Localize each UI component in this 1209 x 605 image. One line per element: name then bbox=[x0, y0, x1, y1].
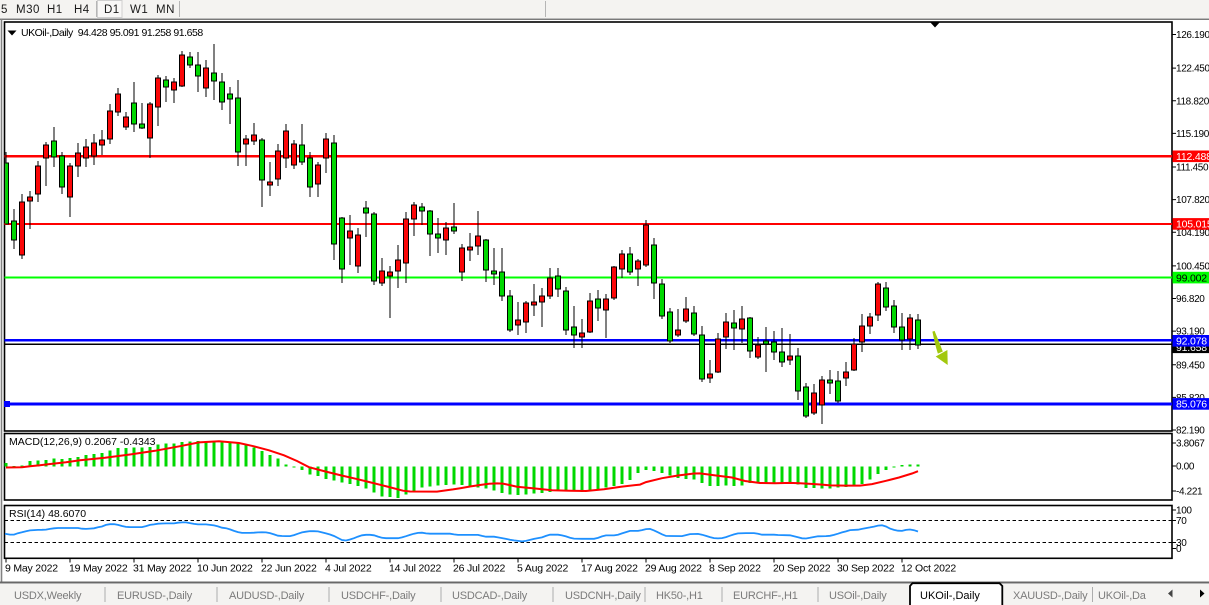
svg-text:20 Sep 2022: 20 Sep 2022 bbox=[773, 563, 831, 575]
svg-text:USDCAD-,Daily: USDCAD-,Daily bbox=[452, 590, 528, 602]
svg-text:W1: W1 bbox=[130, 4, 148, 16]
svg-text:12 Oct 2022: 12 Oct 2022 bbox=[901, 563, 956, 575]
svg-text:82.190: 82.190 bbox=[1176, 426, 1205, 437]
svg-text:M30: M30 bbox=[16, 4, 40, 16]
svg-text:30: 30 bbox=[1176, 538, 1187, 549]
svg-text:8 Sep 2022: 8 Sep 2022 bbox=[709, 563, 761, 575]
svg-text:-4.221: -4.221 bbox=[1176, 487, 1203, 498]
svg-text:UKOil-,Da: UKOil-,Da bbox=[1098, 590, 1147, 602]
svg-text:HK50-,H1: HK50-,H1 bbox=[656, 590, 703, 602]
svg-text:USDCHF-,Daily: USDCHF-,Daily bbox=[341, 590, 416, 602]
svg-text:92.078: 92.078 bbox=[1176, 336, 1207, 348]
svg-text:UKOil-,Daily: UKOil-,Daily bbox=[920, 590, 980, 602]
svg-text:85.076: 85.076 bbox=[1176, 399, 1207, 411]
svg-text:0: 0 bbox=[1176, 544, 1182, 555]
svg-text:MACD(12,26,9) 0.2067 -0.4343: MACD(12,26,9) 0.2067 -0.4343 bbox=[9, 436, 156, 448]
svg-text:30 Sep 2022: 30 Sep 2022 bbox=[837, 563, 895, 575]
svg-text:100: 100 bbox=[1176, 506, 1192, 517]
svg-text:29 Aug 2022: 29 Aug 2022 bbox=[645, 563, 702, 575]
svg-text:5: 5 bbox=[1, 4, 8, 16]
svg-text:USOil-,Daily: USOil-,Daily bbox=[829, 590, 887, 602]
svg-text:22 Jun 2022: 22 Jun 2022 bbox=[261, 563, 317, 575]
svg-text:104.190: 104.190 bbox=[1176, 228, 1209, 239]
svg-text:93.190: 93.190 bbox=[1176, 327, 1205, 338]
svg-text:118.820: 118.820 bbox=[1176, 96, 1209, 107]
svg-text:5 Aug 2022: 5 Aug 2022 bbox=[517, 563, 568, 575]
svg-text:19 May 2022: 19 May 2022 bbox=[69, 563, 128, 575]
svg-text:112.488: 112.488 bbox=[1176, 151, 1209, 163]
svg-text:XAUUSD-,Daily: XAUUSD-,Daily bbox=[1013, 590, 1088, 602]
svg-text:70: 70 bbox=[1176, 516, 1187, 527]
svg-text:105.015: 105.015 bbox=[1176, 219, 1209, 231]
svg-text:107.820: 107.820 bbox=[1176, 195, 1209, 206]
svg-text:9 May 2022: 9 May 2022 bbox=[5, 563, 58, 575]
svg-text:RSI(14) 48.6070: RSI(14) 48.6070 bbox=[9, 508, 86, 520]
svg-text:USDCNH-,Daily: USDCNH-,Daily bbox=[565, 590, 641, 602]
svg-text:26 Jul 2022: 26 Jul 2022 bbox=[453, 563, 505, 575]
svg-text:89.450: 89.450 bbox=[1176, 360, 1205, 371]
svg-text:AUDUSD-,Daily: AUDUSD-,Daily bbox=[229, 590, 305, 602]
svg-text:EURUSD-,Daily: EURUSD-,Daily bbox=[117, 590, 193, 602]
svg-text:99.002: 99.002 bbox=[1176, 272, 1207, 284]
svg-text:17 Aug 2022: 17 Aug 2022 bbox=[581, 563, 638, 575]
svg-text:10 Jun 2022: 10 Jun 2022 bbox=[197, 563, 253, 575]
svg-text:4 Jul 2022: 4 Jul 2022 bbox=[325, 563, 372, 575]
svg-text:EURCHF-,H1: EURCHF-,H1 bbox=[733, 590, 798, 602]
svg-text:96.820: 96.820 bbox=[1176, 294, 1205, 305]
svg-text:14 Jul 2022: 14 Jul 2022 bbox=[389, 563, 441, 575]
svg-text:111.450: 111.450 bbox=[1176, 163, 1209, 174]
svg-text:H4: H4 bbox=[74, 4, 90, 16]
svg-text:MN: MN bbox=[156, 4, 175, 16]
svg-text:122.450: 122.450 bbox=[1176, 64, 1209, 75]
svg-text:UKOil-,Daily 94.428 95.091 91: UKOil-,Daily 94.428 95.091 91.258 91.658 bbox=[21, 27, 203, 39]
svg-text:126.190: 126.190 bbox=[1176, 30, 1209, 41]
svg-text:3.8067: 3.8067 bbox=[1176, 439, 1205, 450]
svg-text:H1: H1 bbox=[47, 4, 63, 16]
svg-text:0.00: 0.00 bbox=[1176, 462, 1195, 473]
svg-text:100.450: 100.450 bbox=[1176, 261, 1209, 272]
svg-text:D1: D1 bbox=[104, 4, 120, 16]
svg-text:115.190: 115.190 bbox=[1176, 129, 1209, 140]
svg-text:31 May 2022: 31 May 2022 bbox=[133, 563, 192, 575]
svg-text:USDX,Weekly: USDX,Weekly bbox=[14, 590, 82, 602]
